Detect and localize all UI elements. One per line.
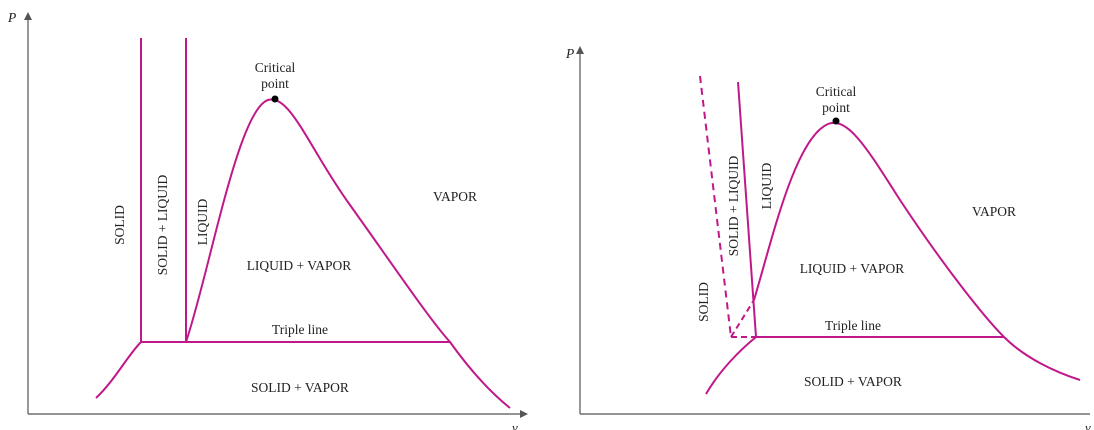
right-vapor-label: VAPOR — [972, 204, 1016, 219]
right-sublimation-curve — [705, 336, 757, 395]
left-saturation-dome — [185, 98, 511, 409]
right-solid-label: SOLID — [696, 282, 711, 322]
left-critical-point-label-line2: point — [261, 76, 289, 91]
right-dome-extension-dashed-line — [730, 299, 755, 338]
right-liquid-label: LIQUID — [759, 163, 774, 210]
right-critical-point-marker — [832, 117, 840, 125]
right-critical-point-label-line1: Critical — [816, 84, 857, 99]
left-vapor-label: VAPOR — [433, 189, 477, 204]
left-liquid-label: LIQUID — [195, 199, 210, 246]
right-solid-liquid-label: SOLID + LIQUID — [726, 155, 741, 256]
right-diagram: P v Critical point SOLID SOLID + LIQUID … — [565, 46, 1091, 430]
left-critical-point-marker — [271, 95, 279, 103]
left-liquid-vapor-label: LIQUID + VAPOR — [247, 258, 352, 273]
left-sublimation-curve — [95, 341, 142, 399]
left-y-axis-label: P — [7, 10, 16, 25]
right-liquid-boundary-line — [737, 81, 757, 338]
left-triple-line-label: Triple line — [272, 322, 328, 337]
right-y-axis-label: P — [565, 46, 574, 61]
left-solid-label: SOLID — [112, 205, 127, 245]
right-critical-point-label-line2: point — [822, 100, 850, 115]
right-triple-line-label: Triple line — [825, 318, 881, 333]
left-solid-vapor-label: SOLID + VAPOR — [251, 380, 349, 395]
right-x-axis-label: v — [1085, 420, 1091, 430]
right-liquid-vapor-label: LIQUID + VAPOR — [800, 261, 905, 276]
left-diagram: P v Critical point SOLID SOLID + LIQUID … — [7, 10, 528, 430]
left-x-axis-label: v — [512, 420, 518, 430]
right-saturation-dome — [753, 121, 1081, 381]
right-solid-vapor-label: SOLID + VAPOR — [804, 374, 902, 389]
right-solid-boundary-dashed-line — [699, 75, 732, 338]
left-critical-point-label-line1: Critical — [255, 60, 296, 75]
left-solid-liquid-label: SOLID + LIQUID — [155, 174, 170, 275]
